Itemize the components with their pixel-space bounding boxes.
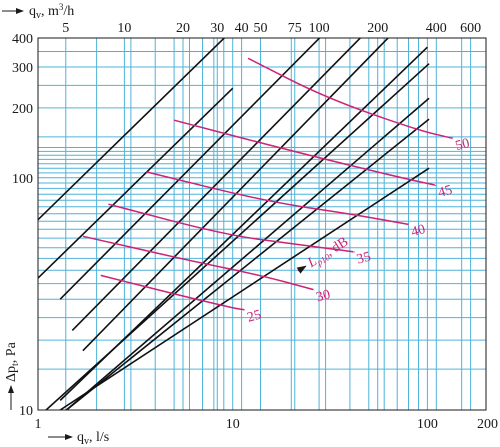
top-tick-label: 40 xyxy=(235,21,249,36)
sound-level-label-35: 35 xyxy=(355,250,372,268)
y-axis-label: Δpt, Pa xyxy=(4,341,21,382)
sound-level-label-30: 30 xyxy=(315,287,332,305)
top-tick-label: 30 xyxy=(210,21,224,36)
sound-level-label-50: 50 xyxy=(454,136,471,154)
sound-level-legend: Lp10, dB xyxy=(296,235,351,274)
y-tick-label: 10 xyxy=(19,404,33,419)
sound-level-curve-45 xyxy=(173,119,437,186)
top-tick-label: 50 xyxy=(253,21,267,36)
pressure-line-7 xyxy=(45,63,430,410)
pressure-line-8 xyxy=(65,97,430,410)
pressure-line-4 xyxy=(71,38,362,332)
y-tick-label: 100 xyxy=(12,172,33,187)
x-tick-label: 1 xyxy=(35,417,42,432)
sound-level-curve-40 xyxy=(146,171,409,226)
x-tick-label: 100 xyxy=(417,417,438,432)
y-tick-label: 400 xyxy=(12,32,33,47)
y-tick-label: 300 xyxy=(12,61,33,76)
sound-level-label-40: 40 xyxy=(410,222,427,240)
x-tick-label: 10 xyxy=(226,417,240,432)
top-tick-label: 10 xyxy=(117,21,131,36)
top-tick-label: 200 xyxy=(367,21,388,36)
pressure-line-3 xyxy=(59,38,321,300)
sound-level-curve-35 xyxy=(108,203,355,253)
sound-level-curve-25 xyxy=(100,274,245,311)
y-tick-label: 200 xyxy=(12,102,33,117)
sound-level-curve-30 xyxy=(82,235,314,291)
sound-level-label-45: 45 xyxy=(437,183,454,201)
x-axis-label: qv, l/s xyxy=(77,430,109,447)
top-tick-label: 400 xyxy=(426,21,447,36)
legend-arrow xyxy=(296,265,307,274)
top-tick-label: 600 xyxy=(460,21,481,36)
pressure-line-5 xyxy=(82,38,390,352)
pressure-line-2 xyxy=(38,87,234,279)
plot-border xyxy=(37,37,487,411)
top-tick-label: 75 xyxy=(288,21,302,36)
pressure-line-9 xyxy=(65,118,430,410)
pressure-line-10 xyxy=(59,167,430,410)
sound-level-curves: 25 30 35 40 45 50 xyxy=(82,57,471,326)
top-tick-label: 5 xyxy=(62,21,69,36)
sound-level-label-25: 25 xyxy=(246,308,263,326)
top-tick-label: 100 xyxy=(309,21,330,36)
sound-level-curve-50 xyxy=(247,57,454,140)
pressure-line-1 xyxy=(38,38,226,221)
top-tick-label: 20 xyxy=(176,21,190,36)
top-axis-label: qv, m3/h xyxy=(29,2,74,21)
pressure-lines xyxy=(38,38,430,410)
plot-frame xyxy=(37,37,487,411)
sound-level-label: Lp10, dB xyxy=(304,235,351,273)
x-tick-label: 200 xyxy=(477,417,498,432)
